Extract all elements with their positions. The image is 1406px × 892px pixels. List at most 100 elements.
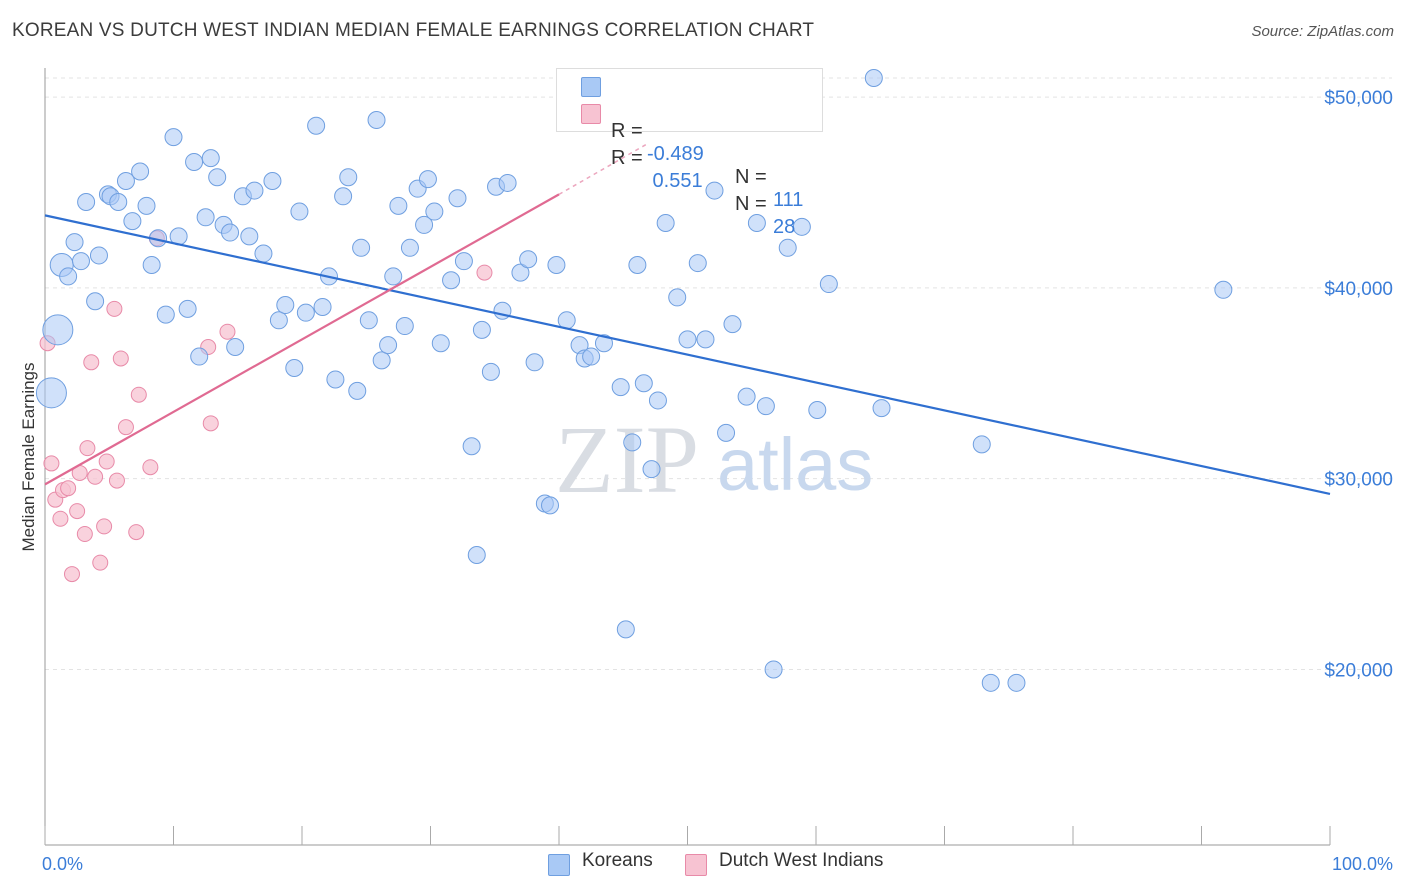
- korean-point: [367, 110, 386, 129]
- korean-point: [123, 212, 142, 231]
- korean-point: [307, 116, 326, 135]
- korean-point: [263, 172, 282, 191]
- chart-title: KOREAN VS DUTCH WEST INDIAN MEDIAN FEMAL…: [12, 20, 815, 41]
- dutch-west-indian-point: [43, 455, 60, 472]
- korean-point: [196, 208, 215, 227]
- korean-point: [290, 202, 309, 221]
- korean-point: [696, 330, 715, 349]
- korean-point: [594, 334, 613, 353]
- korean-point: [190, 347, 209, 366]
- korean-point: [481, 362, 500, 381]
- korean-point: [472, 320, 491, 339]
- dutch-west-indian-point: [476, 264, 493, 281]
- korean-point: [582, 347, 601, 366]
- korean-point: [221, 223, 240, 242]
- korean-point: [131, 162, 150, 181]
- correlation-legend: R = -0.489 N = 111 R = 0.551 N = 28: [556, 68, 823, 238]
- x-tick-label: 0.0%: [42, 854, 83, 874]
- korean-point: [467, 545, 486, 564]
- legend-r-value: -0.489: [647, 143, 704, 165]
- korean-point: [737, 387, 756, 406]
- korean-point: [808, 400, 827, 419]
- korean-point: [395, 317, 414, 336]
- korean-point: [747, 214, 766, 233]
- korean-point: [756, 397, 775, 416]
- korean-point: [35, 377, 67, 409]
- korean-point: [525, 353, 544, 372]
- korean-point: [864, 69, 883, 87]
- korean-point: [164, 128, 183, 147]
- source-label: Source: ZipAtlas.com: [1251, 23, 1394, 40]
- dutch-west-indian-point: [69, 503, 86, 520]
- korean-point: [339, 168, 358, 187]
- korean-point: [42, 314, 74, 346]
- legend-n-label: N =: [735, 193, 773, 215]
- legend-row-koreans: R = -0.489 N = 111: [581, 74, 803, 211]
- dutch-west-indian-point: [112, 350, 129, 367]
- legend-swatch-blue: [581, 77, 601, 97]
- korean-point: [972, 435, 991, 454]
- dutch-west-indian-point: [219, 323, 236, 340]
- korean-point: [400, 238, 419, 257]
- watermark-zip: ZIP: [555, 406, 699, 513]
- korean-point: [71, 252, 90, 271]
- korean-point: [634, 374, 653, 393]
- axis-labels: $20,000 $30,000 $40,000 $50,000 0.0% 100.0% Me…: [19, 88, 1393, 874]
- y-tick-label: $50,000: [1324, 88, 1393, 109]
- dutch-west-indian-point: [79, 440, 96, 457]
- dutch-west-indian-point: [96, 518, 113, 535]
- korean-point: [1214, 280, 1233, 299]
- korean-point: [142, 255, 161, 274]
- dutch-trend-line: [44, 193, 560, 486]
- korean-point: [678, 330, 697, 349]
- korean-point: [642, 460, 661, 479]
- korean-point: [981, 673, 1000, 692]
- dutch-west-indian-point: [60, 480, 77, 497]
- korean-point: [541, 496, 560, 515]
- series-legend: Koreans Dutch West Indians: [0, 850, 1406, 878]
- legend-r-label: R =: [611, 120, 649, 142]
- korean-point: [418, 170, 437, 189]
- legend-r-label: R =: [611, 147, 649, 169]
- korean-point: [245, 181, 264, 200]
- korean-point: [668, 288, 687, 307]
- dutch-west-indian-point: [76, 526, 93, 543]
- legend-row-dutch: R = 0.551 N = 28: [581, 101, 795, 238]
- legend-r-value: 0.551: [647, 170, 703, 192]
- korean-point: [723, 315, 742, 334]
- dutch-west-indian-point: [108, 472, 125, 489]
- dutch-west-indian-point: [202, 415, 219, 432]
- korean-point: [240, 227, 259, 246]
- x-tick-label: 100.0%: [1332, 854, 1393, 874]
- korean-point: [77, 193, 96, 212]
- korean-point: [384, 267, 403, 286]
- korean-point: [276, 296, 295, 315]
- korean-point: [611, 378, 630, 397]
- korean-point: [201, 149, 220, 168]
- legend-n-value: 111: [773, 189, 804, 211]
- korean-point: [285, 359, 304, 378]
- korean-point: [628, 255, 647, 274]
- dutch-swatch: [685, 854, 707, 876]
- dutch-west-indian-point: [92, 554, 109, 571]
- korean-point: [178, 299, 197, 318]
- watermark: ZIP atlas: [555, 406, 873, 513]
- korean-point: [462, 437, 481, 456]
- dutch-west-indian-points: [39, 230, 493, 583]
- korean-point: [547, 255, 566, 274]
- korean-trend-line: [44, 214, 1331, 496]
- grid-lines: [45, 77, 1392, 670]
- korean-point: [431, 334, 450, 353]
- korean-point: [448, 189, 467, 208]
- korean-point: [623, 433, 642, 452]
- korean-point: [59, 267, 78, 286]
- korean-point: [348, 381, 367, 400]
- korean-point: [648, 391, 667, 410]
- watermark-atlas: atlas: [717, 423, 873, 506]
- axes: [44, 68, 1331, 846]
- korean-point: [389, 196, 408, 215]
- korean-point: [1007, 673, 1026, 692]
- korean-point: [296, 303, 315, 322]
- korean-point: [269, 311, 288, 330]
